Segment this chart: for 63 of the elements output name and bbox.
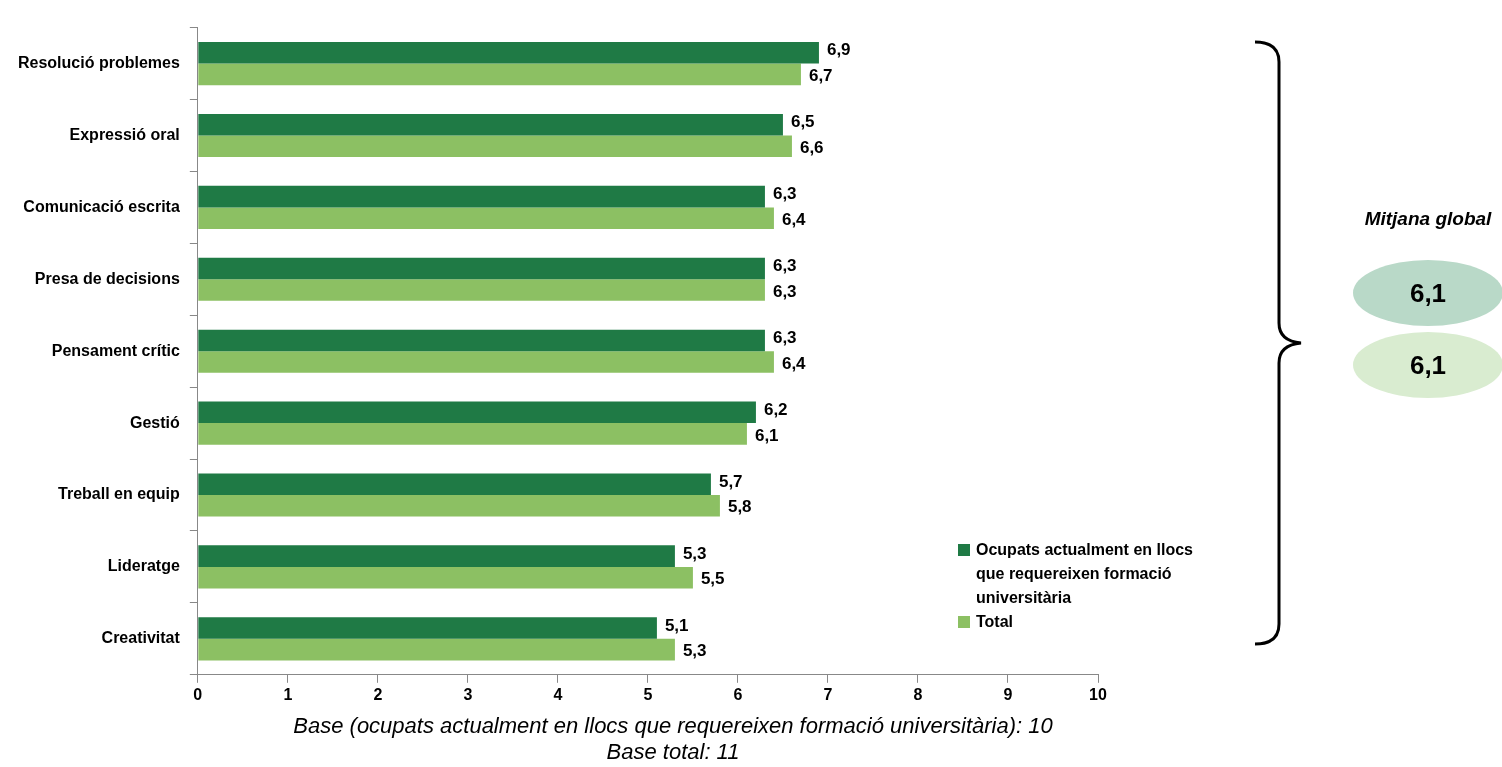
bar <box>198 617 657 639</box>
data-label: 6,3 <box>772 281 797 301</box>
legend-label: Ocupats actualment en llocs que requereixen formació universitària <box>976 540 1193 608</box>
data-label: 6,6 <box>799 137 824 157</box>
y-tick-label: Treball en equip <box>58 485 181 503</box>
bar <box>198 473 711 496</box>
x-tick-label: 10 <box>1089 685 1107 703</box>
data-label: 6,2 <box>763 400 788 420</box>
data-label: 5,5 <box>700 569 725 589</box>
bar <box>198 566 693 589</box>
y-tick-label: Presa de decisions <box>34 269 180 287</box>
legend-label: Total <box>976 612 1014 632</box>
bar <box>198 638 675 661</box>
data-label: 5,8 <box>727 497 752 517</box>
y-tick-label: Resolució problemes <box>17 53 180 71</box>
bar <box>198 279 765 301</box>
x-tick-label: 6 <box>733 685 743 703</box>
y-tick-label: Pensament crític <box>51 341 180 359</box>
x-tick-label: 8 <box>913 685 923 703</box>
bar <box>198 545 675 567</box>
bar <box>198 351 774 373</box>
y-tick-label: Gestió <box>130 413 181 431</box>
x-tick-label: 1 <box>283 685 293 703</box>
bar <box>198 423 747 445</box>
bar <box>198 63 801 86</box>
data-label: 6,4 <box>781 209 807 229</box>
data-label: 6,9 <box>826 40 851 60</box>
data-label: 6,5 <box>790 112 815 132</box>
data-label: 6,3 <box>772 256 797 276</box>
oval-badge: 6,1 <box>1353 332 1502 398</box>
bar <box>198 185 765 208</box>
x-tick-label: 3 <box>463 685 473 703</box>
bar <box>198 113 783 136</box>
x-tick-label: 7 <box>823 685 833 703</box>
bar <box>198 41 819 64</box>
data-label: 5,3 <box>682 543 707 563</box>
bar <box>198 329 765 352</box>
text: Base total: 11 <box>605 739 741 765</box>
data-label: 6,1 <box>754 425 779 445</box>
data-label: 6,4 <box>781 353 807 373</box>
x-tick-label: 0 <box>193 685 203 703</box>
data-label: 5,7 <box>718 471 743 491</box>
y-tick-label: Creativitat <box>101 629 181 647</box>
y-tick-label: Expressió oral <box>69 125 180 143</box>
x-tick-label: 5 <box>643 685 653 703</box>
x-tick-label: 2 <box>373 685 383 703</box>
data-label: 6,3 <box>772 328 797 348</box>
oval-badge: 6,1 <box>1353 260 1502 326</box>
x-tick-label: 4 <box>553 685 563 703</box>
bar <box>198 495 720 517</box>
data-label: 6,7 <box>808 66 833 86</box>
bar <box>198 257 765 280</box>
bar <box>198 207 774 229</box>
text: Mitjana global <box>1363 208 1493 230</box>
data-label: 6,3 <box>772 184 797 204</box>
bar <box>198 401 756 424</box>
data-label: 5,1 <box>664 615 689 635</box>
x-tick-label: 9 <box>1003 685 1013 703</box>
text: Base (ocupats actualment en llocs que requereixen formació universitària): 10 <box>292 713 1054 739</box>
data-label: 5,3 <box>682 641 707 661</box>
y-tick-label: Lideratge <box>107 557 180 575</box>
bar <box>198 135 792 158</box>
y-tick-label: Comunicació escrita <box>23 197 180 215</box>
